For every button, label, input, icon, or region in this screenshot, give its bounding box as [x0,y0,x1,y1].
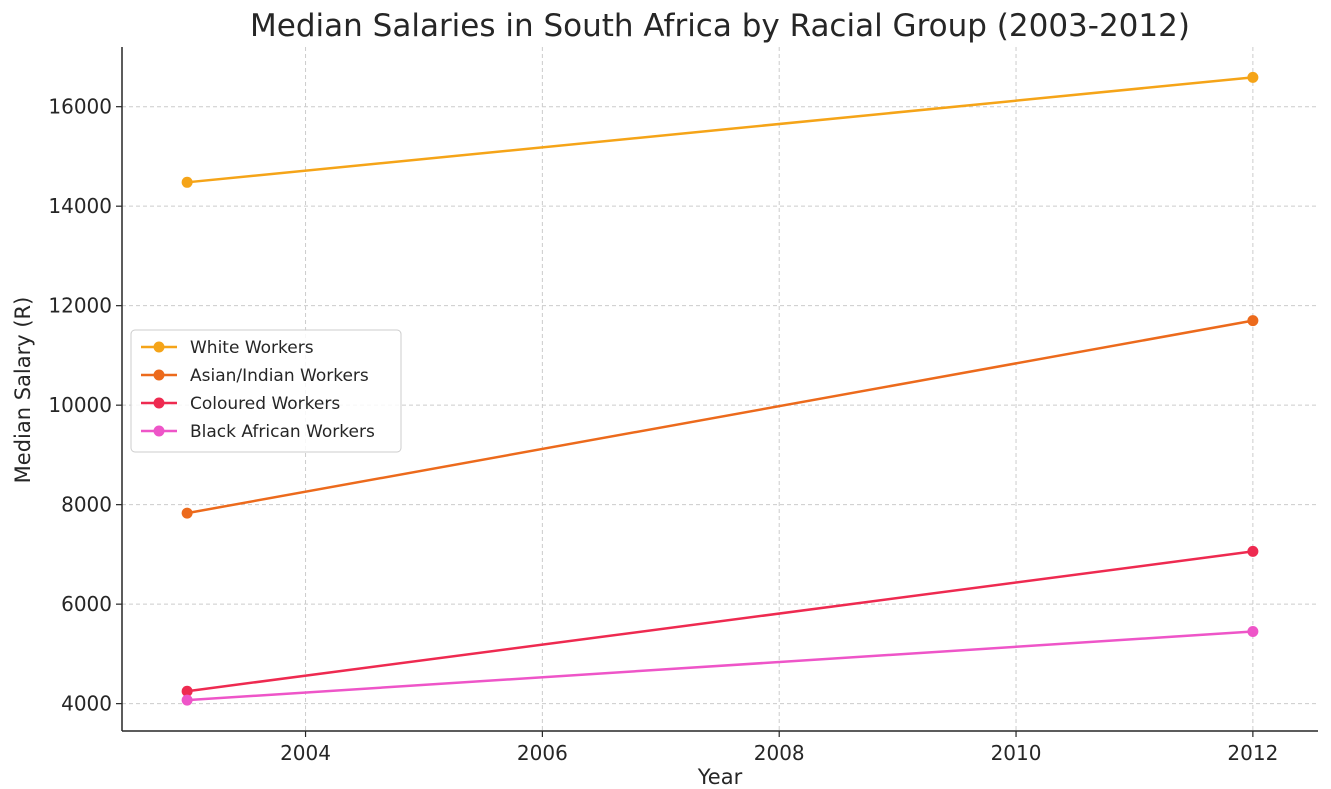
y-tick-label: 10000 [48,393,112,417]
y-tick-label: 6000 [61,592,112,616]
x-tick-label: 2006 [517,741,568,765]
legend-swatch-marker [153,397,165,409]
series-group [181,71,1259,706]
data-point [1247,315,1259,327]
legend-item: Coloured Workers [141,394,340,414]
x-tick-label: 2010 [991,741,1042,765]
x-tick-label: 2012 [1227,741,1278,765]
chart-title: Median Salaries in South Africa by Racia… [250,8,1190,44]
data-point [1247,626,1259,638]
x-tick-label: 2008 [754,741,805,765]
y-tick-label: 14000 [48,194,112,218]
y-tick-label: 8000 [61,493,112,517]
data-point [1247,71,1259,83]
legend-label: Coloured Workers [190,394,340,414]
legend-swatch-marker [153,341,165,353]
legend: White Workers Asian/Indian Workers Coloure… [130,329,402,453]
legend-label: White Workers [190,338,314,358]
legend-item: Asian/Indian Workers [141,366,369,386]
series-line-3 [186,550,1254,693]
legend-label: Black African Workers [190,422,375,442]
series-line-2 [186,319,1254,515]
data-point [181,685,193,697]
axes: 2004 2006 2008 2010 2012 4000 6000 8000 10000 120… [48,47,1318,765]
series-line-1 [187,76,1253,184]
legend-item: Black African Workers [141,422,375,442]
x-tick-label: 2004 [280,741,331,765]
data-point [181,507,193,519]
legend-frame [130,329,402,453]
y-tick-label: 16000 [48,95,112,119]
legend-swatch-marker [153,425,165,437]
y-tick-label: 12000 [48,294,112,318]
series-line-4 [187,630,1253,702]
x-axis-label: Year [697,765,743,789]
legend-swatch-marker [153,369,165,381]
legend-label: Asian/Indian Workers [190,366,369,386]
data-point [181,176,193,188]
y-axis-label: Median Salary (R) [11,297,35,484]
grid [122,47,1318,731]
data-point [1247,545,1259,557]
data-point [181,694,193,706]
legend-item: White Workers [141,338,314,358]
y-tick-label: 4000 [61,692,112,716]
